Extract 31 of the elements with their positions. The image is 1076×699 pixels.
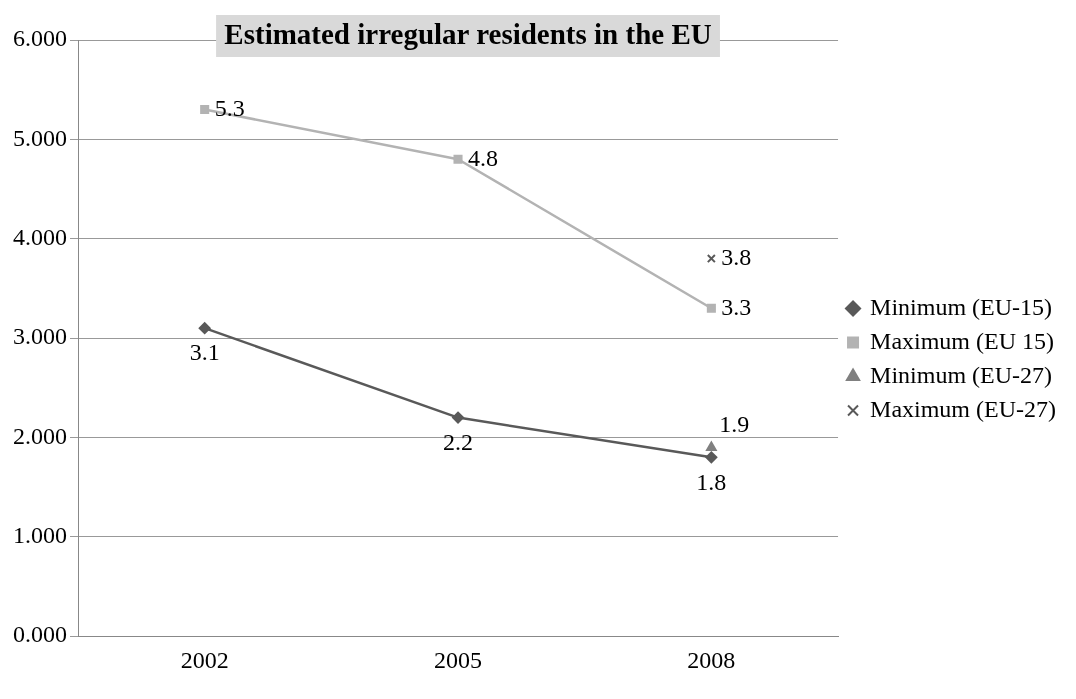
legend-label: Minimum (EU-27) bbox=[870, 361, 1053, 388]
data-label: 2.2 bbox=[443, 428, 474, 455]
data-label: 1.9 bbox=[719, 410, 750, 437]
data-label: 5.3 bbox=[214, 94, 245, 121]
data-label: 3.1 bbox=[189, 339, 220, 366]
legend-label: Minimum (EU-15) bbox=[870, 293, 1053, 320]
y-tick-label: 1.000 bbox=[13, 522, 67, 549]
point bbox=[706, 303, 716, 313]
point bbox=[706, 254, 716, 264]
point bbox=[453, 154, 463, 164]
y-tick-label: 4.000 bbox=[13, 224, 67, 251]
chart-title: Estimated irregular residents in the EU bbox=[224, 18, 712, 51]
point bbox=[706, 441, 717, 451]
legend-label: Maximum (EU 15) bbox=[870, 327, 1055, 354]
y-tick-label: 5.000 bbox=[13, 124, 67, 151]
x-tick-label: 2005 bbox=[434, 646, 483, 673]
y-tick-label: 6.000 bbox=[13, 25, 67, 52]
data-label: 3.3 bbox=[721, 293, 752, 320]
y-tick-label: 3.000 bbox=[13, 323, 67, 350]
point bbox=[452, 411, 465, 424]
data-label: 1.8 bbox=[696, 468, 727, 495]
legend-label: Maximum (EU-27) bbox=[870, 395, 1056, 422]
x-tick-label: 2008 bbox=[687, 646, 736, 673]
point bbox=[200, 105, 210, 115]
y-tick-label: 2.000 bbox=[13, 422, 67, 449]
data-label: 3.8 bbox=[721, 243, 752, 270]
y-tick-label: 0.000 bbox=[13, 621, 67, 648]
data-label: 4.8 bbox=[468, 144, 499, 171]
x-tick-label: 2002 bbox=[180, 646, 229, 673]
point bbox=[705, 451, 718, 464]
point bbox=[198, 322, 211, 335]
